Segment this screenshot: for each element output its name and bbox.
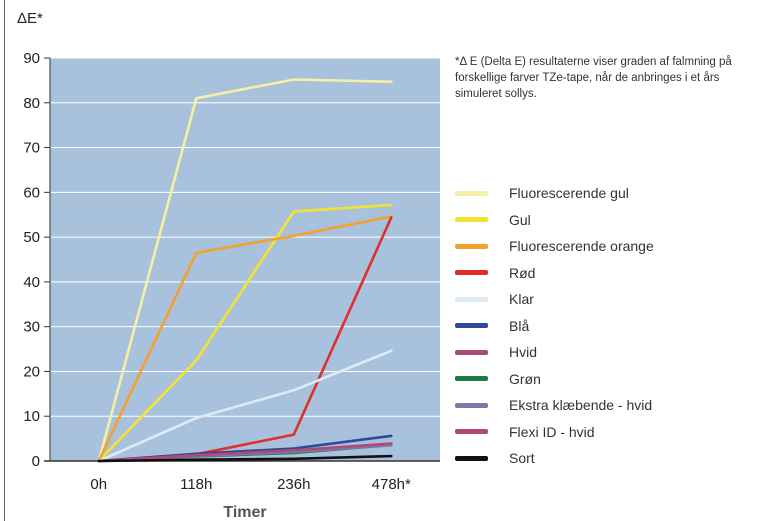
- legend-item: Sort: [455, 445, 654, 472]
- legend-swatch: [455, 429, 488, 435]
- y-tick-label: 30: [23, 319, 40, 336]
- x-tick-label: 478h*: [372, 476, 411, 493]
- series-line: [97, 78, 393, 463]
- x-axis-title: Timer: [223, 504, 266, 521]
- series-line: [97, 215, 393, 463]
- plot-area: [50, 58, 440, 461]
- legend-swatch: [455, 217, 488, 223]
- legend-item: Flexi ID - hvid: [455, 419, 654, 446]
- y-tick-label: 80: [23, 95, 40, 112]
- legend-label: Rød: [509, 264, 536, 281]
- x-tick-label: 0h: [90, 476, 107, 493]
- chart-footnote: *Δ E (Delta E) resultaterne viser graden…: [455, 56, 732, 100]
- legend-label: Flexi ID - hvid: [509, 423, 595, 440]
- legend-item: Blå: [455, 313, 654, 340]
- frame-left-border: [4, 0, 5, 521]
- legend-label: Grøn: [509, 370, 541, 387]
- legend-label: Gul: [509, 211, 531, 228]
- legend-item: Ekstra klæbende - hvid: [455, 392, 654, 419]
- legend-label: Fluorescerende orange: [509, 238, 654, 255]
- y-tick-label: 20: [23, 363, 40, 380]
- legend-label: Blå: [509, 317, 530, 334]
- legend-label: Sort: [509, 450, 535, 467]
- legend-label: Klar: [509, 291, 534, 308]
- legend-swatch: [455, 349, 488, 355]
- legend-item: Fluorescerende orange: [455, 233, 654, 260]
- legend-label: Hvid: [509, 344, 538, 361]
- chart-legend: Fluorescerende gul Gul Fluorescerende oran…: [455, 180, 654, 472]
- y-tick-label: 10: [23, 408, 40, 425]
- legend-swatch: [455, 270, 488, 276]
- legend-label: Fluorescerende gul: [509, 185, 629, 202]
- y-tick-label: 60: [23, 184, 40, 201]
- y-tick-label: 40: [23, 274, 40, 291]
- legend-item: Fluorescerende gul: [455, 180, 654, 207]
- legend-swatch: [455, 376, 488, 382]
- series-line: [97, 203, 393, 463]
- legend-item: Gul: [455, 207, 654, 234]
- legend-item: Grøn: [455, 366, 654, 393]
- legend-item: Klar: [455, 286, 654, 313]
- legend-swatch: [455, 190, 488, 196]
- legend-label: Ekstra klæbende - hvid: [509, 397, 653, 414]
- x-tick-label: 118h: [180, 476, 212, 493]
- y-tick-label: 0: [32, 453, 40, 470]
- legend-item: Hvid: [455, 339, 654, 366]
- y-tick-label: 90: [23, 50, 40, 67]
- y-axis-title: ΔE*: [17, 10, 43, 27]
- legend-swatch: [455, 402, 488, 408]
- series-line: [97, 454, 393, 463]
- series-line: [97, 349, 393, 463]
- legend-swatch: [455, 323, 488, 329]
- legend-swatch: [455, 296, 488, 302]
- y-tick-label: 70: [23, 140, 40, 157]
- legend-swatch: [455, 455, 488, 461]
- series-line: [97, 442, 393, 463]
- legend-swatch: [455, 243, 488, 249]
- y-tick-label: 50: [23, 229, 40, 246]
- legend-item: Rød: [455, 260, 654, 287]
- x-tick-label: 236h: [277, 476, 310, 493]
